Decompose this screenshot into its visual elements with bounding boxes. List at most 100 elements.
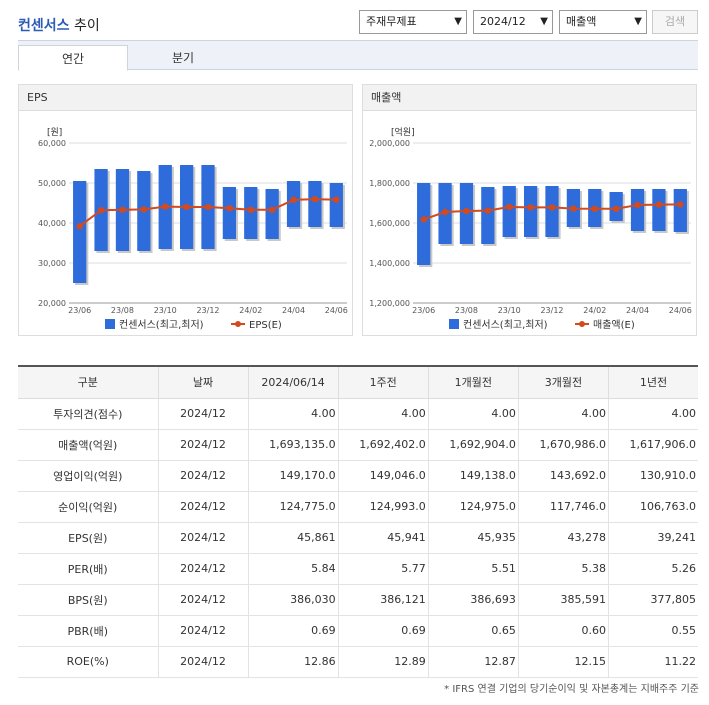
- eps-chart-panel: EPS [원] 20,000 30,000 40,000 50,000 60,000 23/…: [18, 84, 353, 336]
- legend-label-line: 매출액(E): [593, 319, 635, 331]
- chevron-down-icon: ▼: [634, 16, 642, 27]
- table-cell: 149,138.0: [427, 459, 519, 492]
- axis-unit-label: [원]: [47, 127, 62, 138]
- column-header: 2024/06/14: [247, 365, 339, 399]
- footnote: * IFRS 연결 기업의 당기순이익 및 자본총계는 지배주주 기준: [444, 684, 699, 695]
- x-tick-label: 24/04: [282, 306, 305, 315]
- legend-label-range: 컨센서스(최고,최저): [119, 319, 204, 331]
- table-cell: 2024/12: [157, 490, 249, 523]
- estimate-point: [140, 206, 148, 213]
- tab-quarterly[interactable]: 분기: [171, 51, 195, 65]
- table-cell: 4.00: [608, 397, 698, 430]
- table-cell: 2024/12: [157, 552, 249, 585]
- column-header: 1주전: [337, 365, 429, 399]
- x-tick-label: 23/06: [68, 306, 91, 315]
- table-cell: 386,121: [337, 583, 429, 616]
- date-select[interactable]: 2024/12 ▼: [473, 10, 553, 34]
- range-bar: [329, 183, 343, 227]
- estimate-point: [527, 204, 534, 211]
- statement-type-select[interactable]: 주재무제표 ▼: [359, 10, 467, 34]
- legend-label-line: EPS(E): [249, 320, 282, 331]
- table-cell: 149,046.0: [337, 459, 429, 492]
- y-tick-label: 1,200,000: [369, 299, 410, 308]
- table-row: 매출액(억원) 2024/12 1,693,135.0 1,692,402.0 1,69…: [18, 428, 698, 461]
- table-cell: 385,591: [517, 583, 610, 616]
- x-tick-label: 23/08: [111, 306, 134, 315]
- header: 컨센서스 추이 주재무제표 ▼ 2024/12 ▼ 매출액 ▼ 검색: [18, 10, 698, 36]
- table-cell: 11.22: [608, 645, 698, 678]
- estimate-point: [162, 203, 169, 210]
- table-cell: 106,763.0: [608, 490, 698, 523]
- estimate-point: [420, 216, 427, 223]
- estimate-point: [634, 201, 641, 209]
- table-cell: 5.77: [337, 552, 429, 585]
- range-bar: [545, 186, 559, 237]
- row-label: PER(배): [18, 552, 159, 585]
- x-tick-label: 24/02: [239, 306, 262, 315]
- estimate-point: [612, 205, 620, 212]
- table-cell: 124,775.0: [247, 490, 339, 523]
- table-body: 투자의견(점수) 2024/12 4.00 4.00 4.00 4.00 4.00 매출액(억…: [18, 397, 698, 678]
- column-header: 1개월전: [427, 365, 519, 399]
- y-tick-label: 60,000: [38, 139, 66, 148]
- range-bar: [652, 189, 666, 231]
- table-cell: 39,241: [608, 521, 698, 554]
- range-bar: [417, 183, 431, 265]
- x-tick-label: 24/06: [669, 306, 692, 315]
- x-tick-label: 23/06: [412, 306, 435, 315]
- table-cell: 45,941: [337, 521, 429, 554]
- estimate-point: [484, 207, 492, 214]
- table-cell: 2024/12: [157, 614, 249, 647]
- eps-chart-title: EPS: [19, 85, 352, 111]
- y-tick-label: 50,000: [38, 179, 66, 188]
- search-button[interactable]: 검색: [652, 10, 698, 34]
- table-cell: 5.26: [608, 552, 698, 585]
- table-cell: 1,670,986.0: [517, 428, 610, 461]
- table-cell: 2024/12: [157, 583, 249, 616]
- estimate-point: [311, 196, 319, 203]
- table-cell: 12.89: [337, 645, 429, 678]
- column-header: 날짜: [157, 365, 249, 399]
- consensus-table: 구분 날짜 2024/06/14 1주전 1개월전 3개월전 1년전 투자의견(점수) 202…: [18, 365, 698, 678]
- row-label: BPS(원): [18, 583, 159, 616]
- estimate-point: [591, 205, 598, 212]
- row-label: 매출액(억원): [18, 428, 159, 461]
- table-cell: 45,861: [247, 521, 339, 554]
- table-cell: 143,692.0: [517, 459, 610, 492]
- x-tick-label: 23/10: [498, 306, 521, 315]
- y-tick-label: 30,000: [38, 259, 66, 268]
- table-cell: 0.55: [608, 614, 698, 647]
- row-label: 영업이익(억원): [18, 459, 159, 492]
- table-cell: 0.69: [337, 614, 429, 647]
- chevron-down-icon: ▼: [540, 16, 548, 27]
- table-row: EPS(원) 2024/12 45,861 45,941 45,935 43,278 39,…: [18, 521, 698, 554]
- column-header: 3개월전: [517, 365, 610, 399]
- sales-chart: [억원] 1,200,000 1,400,000 1,600,000 1,800,000…: [369, 126, 692, 331]
- range-bar: [481, 187, 495, 244]
- legend-swatch-range: [105, 319, 115, 329]
- row-label: 투자의견(점수): [18, 397, 159, 430]
- legend-label-range: 컨센서스(최고,최저): [463, 319, 548, 331]
- y-tick-label: 40,000: [38, 219, 66, 228]
- estimate-point: [76, 223, 83, 230]
- table-row: PBR(배) 2024/12 0.69 0.69 0.65 0.60 0.55: [18, 614, 698, 647]
- estimate-point: [226, 205, 233, 212]
- tab-annual[interactable]: 연간: [18, 45, 128, 71]
- table-cell: 12.87: [427, 645, 519, 678]
- estimate-point: [677, 201, 684, 208]
- range-bar: [222, 187, 237, 239]
- table-cell: 2024/12: [157, 428, 249, 461]
- axis-unit-label: [억원]: [391, 126, 415, 138]
- table-cell: 2024/12: [157, 521, 249, 554]
- table-cell: 0.65: [427, 614, 519, 647]
- table-cell: 4.00: [517, 397, 610, 430]
- estimate-point: [548, 204, 556, 211]
- table-cell: 386,693: [427, 583, 519, 616]
- range-bar: [73, 181, 87, 283]
- table-cell: 12.86: [247, 645, 339, 678]
- metric-select[interactable]: 매출액 ▼: [559, 10, 647, 34]
- y-tick-label: 1,600,000: [369, 219, 410, 228]
- table-row: 투자의견(점수) 2024/12 4.00 4.00 4.00 4.00 4.00: [18, 397, 698, 430]
- table-cell: 130,910.0: [608, 459, 698, 492]
- y-tick-label: 2,000,000: [369, 139, 410, 148]
